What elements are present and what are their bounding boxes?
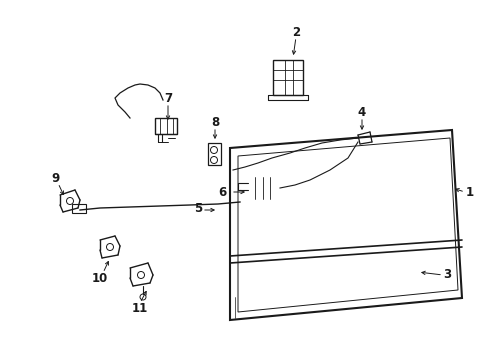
Text: 10: 10 bbox=[92, 271, 108, 284]
Bar bbox=[240, 199, 251, 207]
Text: 3: 3 bbox=[442, 269, 450, 282]
Text: 11: 11 bbox=[132, 302, 148, 315]
Bar bbox=[247, 177, 280, 199]
Text: 8: 8 bbox=[210, 116, 219, 129]
Text: 4: 4 bbox=[357, 105, 366, 118]
Bar bbox=[272, 60, 303, 95]
Bar bbox=[207, 143, 221, 165]
Polygon shape bbox=[229, 130, 461, 320]
Text: 1: 1 bbox=[465, 185, 473, 198]
Bar bbox=[72, 204, 86, 213]
Text: 7: 7 bbox=[163, 91, 172, 104]
Text: 9: 9 bbox=[51, 171, 59, 184]
Bar bbox=[294, 205, 349, 232]
Text: 5: 5 bbox=[193, 202, 202, 215]
Bar bbox=[367, 260, 413, 286]
Text: 6: 6 bbox=[218, 185, 225, 198]
Text: 2: 2 bbox=[291, 26, 300, 39]
Bar bbox=[155, 118, 177, 134]
